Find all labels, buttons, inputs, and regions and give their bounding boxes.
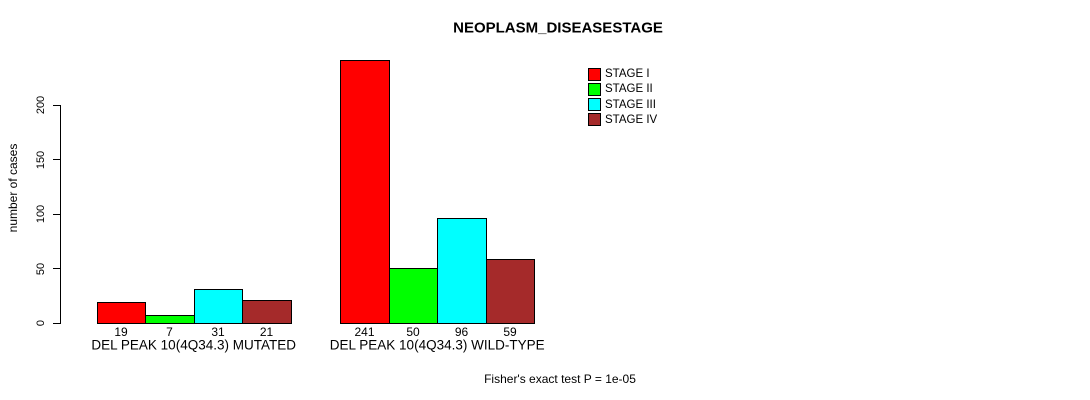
legend-item: STAGE II xyxy=(588,82,653,96)
chart-title: NEOPLASM_DISEASESTAGE xyxy=(453,19,663,37)
bar-value-label: 31 xyxy=(211,324,225,339)
legend-label: STAGE I xyxy=(605,68,650,80)
category-label: DEL PEAK 10(4Q34.3) MUTATED xyxy=(91,337,296,353)
legend-label: STAGE III xyxy=(605,98,656,111)
y-axis-tick xyxy=(53,268,60,269)
legend-label: STAGE IV xyxy=(605,113,658,126)
legend-swatch-stage-iii xyxy=(588,98,601,112)
legend-label: STAGE II xyxy=(605,83,653,96)
y-axis-tick xyxy=(53,159,60,160)
bar-value-label: 59 xyxy=(503,324,517,339)
bar-stage-iv-group1 xyxy=(242,300,292,324)
bar-value-label: 241 xyxy=(354,324,375,339)
legend-item: STAGE III xyxy=(588,98,656,112)
bar-value-label: 50 xyxy=(406,324,420,339)
category-label: DEL PEAK 10(4Q34.3) WILD-TYPE xyxy=(329,337,545,353)
y-axis-tick xyxy=(53,213,60,215)
y-axis-line xyxy=(60,104,61,324)
legend-swatch-stage-iv xyxy=(588,113,601,127)
bar-value-label: 96 xyxy=(454,324,469,339)
legend-item: STAGE IV xyxy=(588,113,657,127)
bar-value-label: 21 xyxy=(259,324,274,339)
legend-swatch-stage-i xyxy=(588,67,601,81)
legend-swatch-stage-ii xyxy=(588,82,601,96)
bar-stage-iii-group2 xyxy=(437,218,487,324)
bar-stage-i-group2 xyxy=(340,60,390,324)
annotation-text: Fisher's exact test P = 1e-05 xyxy=(484,372,636,386)
bar-stage-iv-group2 xyxy=(486,259,535,324)
bar-value-label: 19 xyxy=(114,324,128,339)
bar-value-label: 7 xyxy=(166,324,173,339)
y-axis-tick xyxy=(53,322,60,324)
y-axis-tick xyxy=(53,104,60,106)
bar-stage-i-group1 xyxy=(97,302,146,324)
legend-item: STAGE I xyxy=(588,67,650,81)
